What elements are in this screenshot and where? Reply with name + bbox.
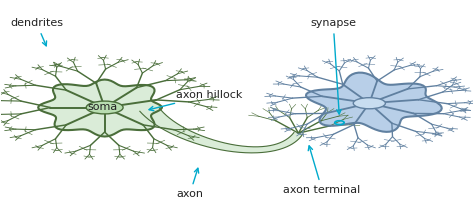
Text: synapse: synapse (310, 18, 356, 114)
Text: soma: soma (87, 102, 118, 112)
Polygon shape (38, 80, 162, 137)
Text: axon hillock: axon hillock (149, 90, 242, 111)
Text: axon: axon (176, 168, 203, 199)
Ellipse shape (86, 101, 123, 114)
Text: axon terminal: axon terminal (283, 146, 361, 195)
Ellipse shape (353, 98, 385, 109)
Polygon shape (140, 108, 303, 153)
Polygon shape (306, 73, 442, 132)
Text: dendrites: dendrites (10, 18, 63, 46)
